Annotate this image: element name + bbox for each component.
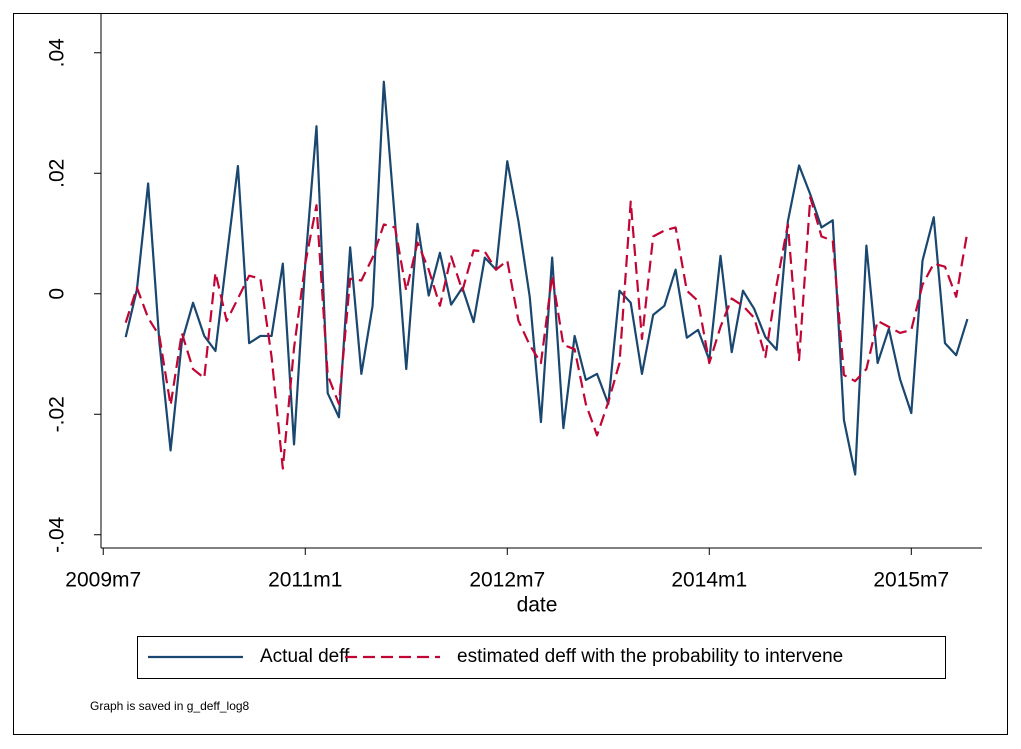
y-tick-label: .02 — [46, 159, 69, 188]
series-line — [124, 196, 969, 470]
x-axis-title: date — [517, 594, 558, 617]
y-tick-label: 0 — [46, 288, 69, 300]
x-tick-label: 2014m1 — [671, 569, 747, 592]
y-tick-label: -.02 — [46, 396, 69, 432]
x-tick-label: 2012m7 — [469, 569, 545, 592]
legend-label: estimated deff with the probability to i… — [457, 646, 843, 667]
note: Graph is saved in g_deff_log8 — [90, 699, 250, 713]
series-line — [124, 80, 969, 476]
y-tick-label: -.04 — [46, 516, 69, 553]
legend-label: Actual deff — [260, 646, 350, 667]
y-tick-label: .04 — [46, 38, 69, 68]
x-tick-label: 2011m1 — [268, 569, 342, 592]
x-tick-label: 2009m7 — [65, 569, 141, 592]
x-tick-label: 2015m7 — [873, 569, 949, 592]
legend-box — [137, 636, 946, 679]
